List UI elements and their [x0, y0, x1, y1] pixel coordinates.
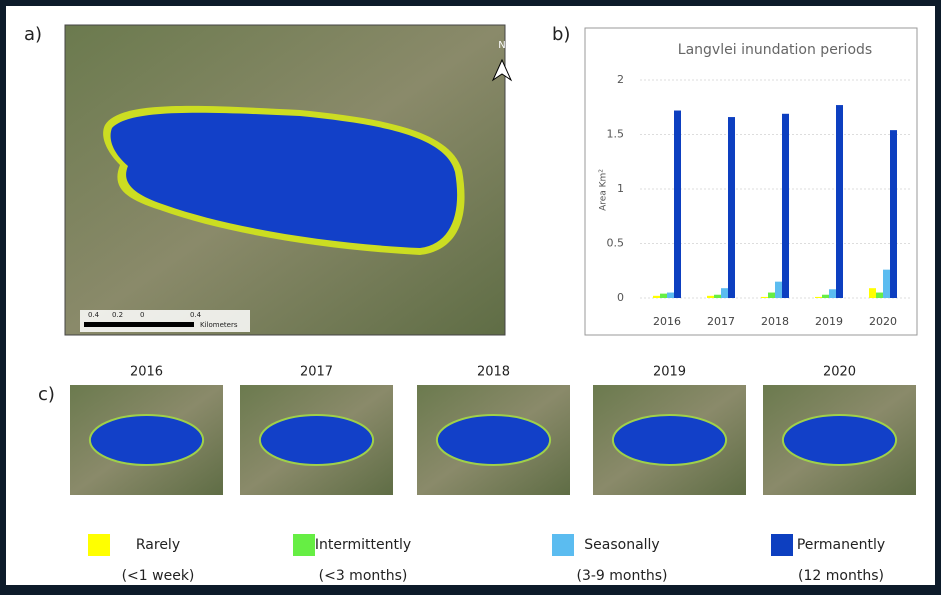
bar — [653, 296, 660, 298]
x-tick-label: 2018 — [761, 315, 789, 328]
north-label: N — [498, 40, 505, 51]
bar — [815, 297, 822, 298]
legend-swatch — [88, 534, 110, 556]
bar — [728, 117, 735, 298]
bar — [883, 270, 890, 298]
figure: a) b) c) N 0.4 0.2 0 0.4 Kilometers Lang… — [0, 0, 941, 591]
scale-label: 0.4 — [190, 311, 202, 319]
legend-swatch — [552, 534, 574, 556]
bar — [707, 296, 714, 298]
scale-label: 0.4 — [88, 311, 100, 319]
panel-label: b) — [552, 24, 570, 45]
legend-swatch — [771, 534, 793, 556]
thumbnail-year: 2018 — [477, 365, 510, 380]
scale-unit: Kilometers — [200, 321, 238, 329]
legend-note: (3-9 months) — [577, 568, 668, 584]
legend-note: (12 months) — [798, 568, 884, 584]
x-tick-label: 2016 — [653, 315, 681, 328]
legend-label: Permanently — [797, 537, 885, 553]
scale-label: 0.2 — [112, 311, 123, 319]
bar — [829, 289, 836, 298]
x-tick-label: 2017 — [707, 315, 735, 328]
thumbnail-year: 2016 — [130, 365, 163, 380]
y-tick-label: 1.5 — [607, 128, 625, 141]
panel-label: a) — [24, 24, 42, 45]
bar — [768, 293, 775, 298]
bar — [782, 114, 789, 298]
bar — [869, 288, 876, 298]
thumbnail-year: 2020 — [823, 365, 856, 380]
y-tick-label: 1 — [617, 182, 624, 195]
thumbnail-water — [90, 415, 203, 465]
bar — [667, 293, 674, 298]
legend-label: Intermittently — [315, 537, 411, 553]
x-tick-label: 2020 — [869, 315, 897, 328]
thumbnail-water — [613, 415, 726, 465]
bar — [876, 293, 883, 298]
y-tick-label: 0.5 — [607, 237, 625, 250]
legend-note: (<1 week) — [122, 568, 195, 584]
panel-label: c) — [38, 384, 55, 405]
bar — [761, 297, 768, 298]
bar — [836, 105, 843, 298]
bar — [721, 288, 728, 298]
thumbnail-water — [783, 415, 896, 465]
thumbnail-year: 2017 — [300, 365, 333, 380]
thumbnail-water — [437, 415, 550, 465]
bar — [822, 295, 829, 298]
legend-note: (<3 months) — [319, 568, 408, 584]
scale-label: 0 — [140, 311, 144, 319]
chart-frame — [585, 28, 917, 335]
thumbnail-water — [260, 415, 373, 465]
x-tick-label: 2019 — [815, 315, 843, 328]
y-axis-label: Area Km² — [599, 169, 609, 211]
bar — [890, 130, 897, 298]
bar — [660, 294, 667, 298]
bar — [714, 295, 721, 298]
legend-label: Seasonally — [584, 537, 659, 553]
main-map: N 0.4 0.2 0 0.4 Kilometers — [65, 25, 511, 335]
legend-swatch — [293, 534, 315, 556]
y-tick-label: 2 — [617, 73, 624, 86]
thumbnail-year: 2019 — [653, 365, 686, 380]
chart-title: Langvlei inundation periods — [678, 42, 872, 58]
legend-label: Rarely — [136, 537, 180, 553]
y-tick-label: 0 — [617, 291, 624, 304]
bar — [674, 111, 681, 298]
bar — [775, 282, 782, 298]
